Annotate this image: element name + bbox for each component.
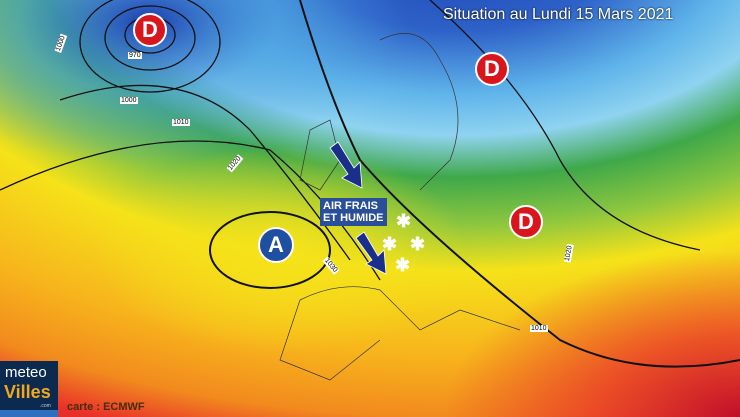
- map-credit: carte : ECMWF: [67, 401, 145, 413]
- low-pressure-marker-ukraine: D: [509, 205, 543, 239]
- logo-text: Villes: [4, 382, 51, 402]
- high-pressure-marker: A: [258, 227, 294, 263]
- annotation-line: AIR FRAIS: [323, 200, 378, 212]
- annotation-line: ET HUMIDE: [323, 212, 384, 224]
- meteovilles-logo: meteo Villes .com: [0, 361, 58, 417]
- logo-bar: [0, 410, 58, 417]
- isobars: [0, 0, 740, 368]
- air-mass-annotation: AIR FRAIS ET HUMIDE: [320, 198, 387, 226]
- low-pressure-marker-iceland: D: [133, 13, 167, 47]
- isobar-label: 1010: [172, 119, 190, 126]
- arrow-icon: [329, 141, 363, 189]
- map-title: Situation au Lundi 15 Mars 2021: [443, 6, 674, 23]
- isobar-label: 1010: [530, 325, 548, 332]
- coastlines: [279, 32, 521, 381]
- isobar-label: 970: [128, 52, 142, 59]
- snowflake-icon: ✱: [382, 234, 398, 254]
- arrow-icon: [355, 231, 387, 275]
- snowflake-icon: ✱: [395, 255, 411, 275]
- low-pressure-marker-finland: D: [475, 52, 509, 86]
- snowflake-icon: ✱: [396, 211, 412, 231]
- logo-text: .com: [40, 403, 51, 409]
- isobar-label: 1000: [120, 97, 138, 104]
- logo-text: meteo: [5, 364, 47, 381]
- snowflake-icon: ✱: [410, 234, 426, 254]
